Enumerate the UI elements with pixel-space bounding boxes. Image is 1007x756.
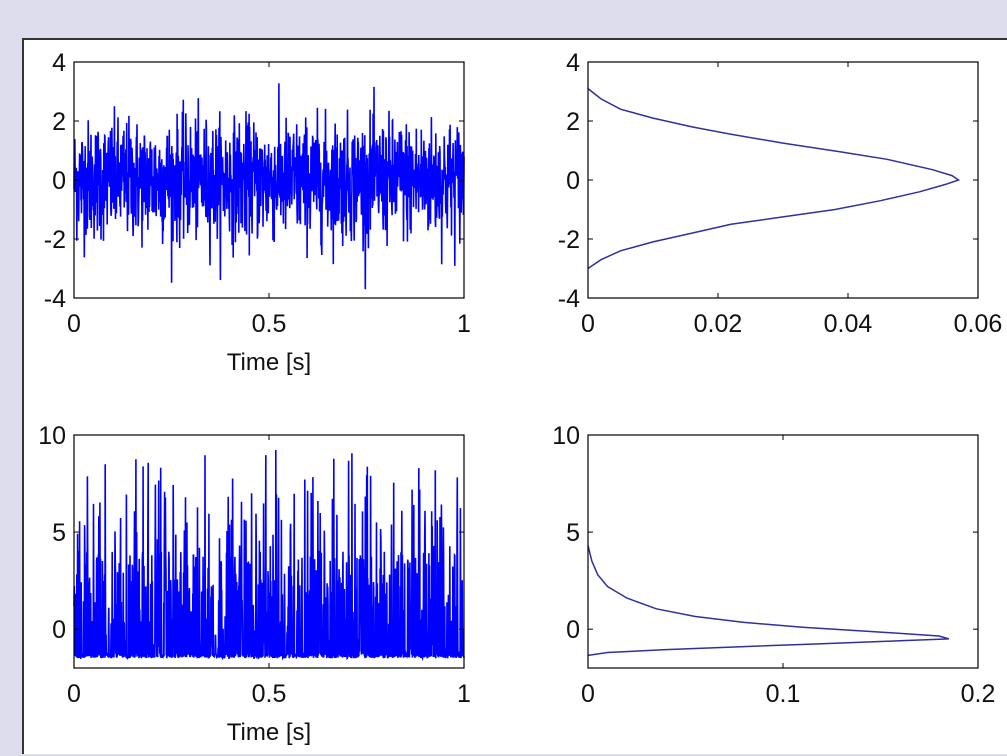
x-axis-label: Time [s]	[227, 719, 311, 746]
x-axis-label: Time [s]	[227, 349, 311, 376]
x-tick-label: 0	[581, 310, 595, 338]
x-tick-label: 0.1	[766, 680, 801, 708]
pdf-line	[587, 545, 950, 657]
x-tick-label: 0.5	[252, 310, 287, 338]
subplot-grid: 0 0.5 1 -4 -2 0 2 4 Time [s] 0 0.02 0.04 0.06 -4 -2 0 2 4…	[38, 49, 1003, 746]
pdf-line	[587, 88, 961, 270]
y-tick-label: -4	[558, 285, 580, 313]
x-tick-label: 0.2	[961, 680, 996, 708]
gaussian-time-signal-axes: 0 0.5 1 -4 -2 0 2 4 Time [s]	[44, 49, 471, 376]
signal-line	[73, 449, 465, 662]
y-tick-label: 2	[52, 108, 66, 136]
y-tick-label: 4	[52, 49, 66, 77]
y-tick-label: 0	[52, 616, 66, 644]
y-tick-label: -2	[558, 226, 580, 254]
y-tick-label: -2	[44, 226, 66, 254]
x-tick-label: 1	[457, 310, 471, 338]
y-tick-label: 2	[566, 108, 580, 136]
gaussian-pdf-axes: 0 0.02 0.04 0.06 -4 -2 0 2 4	[558, 49, 1003, 338]
y-tick-label: 5	[566, 519, 580, 547]
signal-line	[73, 83, 465, 290]
y-tick-label: 10	[552, 422, 580, 450]
figure-canvas: 0 0.5 1 -4 -2 0 2 4 Time [s] 0 0.02 0.04 0.06 -4 -2 0 2 4…	[22, 38, 1007, 754]
x-tick-label: 0.04	[824, 310, 873, 338]
y-tick-label: 0	[566, 616, 580, 644]
plot-area	[588, 62, 978, 298]
y-tick-label: 10	[38, 422, 66, 450]
y-tick-label: 0	[566, 167, 580, 195]
x-tick-label: 0	[67, 680, 81, 708]
y-tick-label: 4	[566, 49, 580, 77]
skewed-pdf-axes: 0 0.1 0.2 0 5 10	[552, 422, 995, 708]
y-tick-label: -4	[44, 285, 66, 313]
y-tick-label: 5	[52, 519, 66, 547]
x-tick-label: 0.5	[252, 680, 287, 708]
x-tick-label: 0.06	[954, 310, 1003, 338]
y-tick-label: 0	[52, 167, 66, 195]
x-tick-label: 0.02	[694, 310, 743, 338]
x-tick-label: 0	[581, 680, 595, 708]
x-tick-label: 1	[457, 680, 471, 708]
x-tick-label: 0	[67, 310, 81, 338]
plot-area	[588, 435, 978, 668]
